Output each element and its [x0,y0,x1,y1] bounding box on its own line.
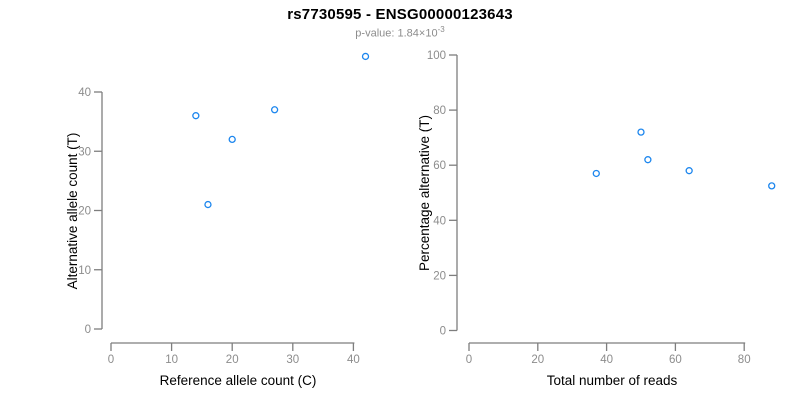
data-point-circle [228,135,236,144]
data-point-circle [768,182,776,190]
x-tick-label: 40 [600,354,613,366]
x-tick-label: 0 [466,354,472,366]
data-point-circle [685,167,693,175]
data-point-circle [592,169,600,178]
y-tick-label: 0 [440,326,446,338]
x-tick-label: 20 [531,354,544,366]
x-tick-label: 40 [347,354,360,366]
pvalue-exponent: -3 [437,25,445,34]
data-point-circle [270,106,279,114]
x-tick-label: 10 [165,354,178,366]
pvalue-subtitle: p-value: 1.84×10-3 [0,25,800,40]
x-tick-label: 0 [108,354,114,366]
y-tick-label: 60 [433,160,446,172]
data-point-circle [644,156,652,164]
data-point-circle [637,128,645,136]
percentage-vs-coverage-scatter: 0 20 40 60 80 0 20 40 60 80 100 Total number of rea… [417,50,776,388]
y-tick-label: 0 [85,324,91,336]
y-tick-label: 100 [427,50,446,62]
y-axis-title: Alternative allele count (T) [65,133,80,290]
page-title: rs7730595 - ENSG00000123643 [287,6,513,23]
pvalue-text: p-value: 1.84×10 [355,27,438,40]
data-point-circle [192,112,200,120]
y-tick-label: 20 [78,206,91,218]
allelic-ratio-fit-line [111,34,317,332]
x-tick-label: 30 [286,354,299,366]
y-tick-label: 10 [78,265,91,277]
y-tick-label: 30 [78,146,91,158]
data-point-circle [204,200,212,209]
data-point-circle [361,52,370,61]
x-axis-title: Total number of reads [547,373,678,388]
x-tick-label: 20 [226,354,239,366]
y-tick-label: 40 [78,87,91,99]
identity-line [99,45,402,341]
allele-counts-scatter: 0 10 20 30 40 0 10 20 30 40 Reference allele count… [65,34,402,388]
x-tick-label: 80 [738,354,751,366]
x-axis-title: Reference allele count (C) [160,373,317,388]
x-tick-label: 60 [669,354,682,366]
y-axis-title: Percentage alternative (T) [417,115,432,271]
y-tick-label: 20 [433,270,446,282]
y-tick-label: 80 [433,105,446,117]
y-tick-label: 40 [433,215,446,227]
